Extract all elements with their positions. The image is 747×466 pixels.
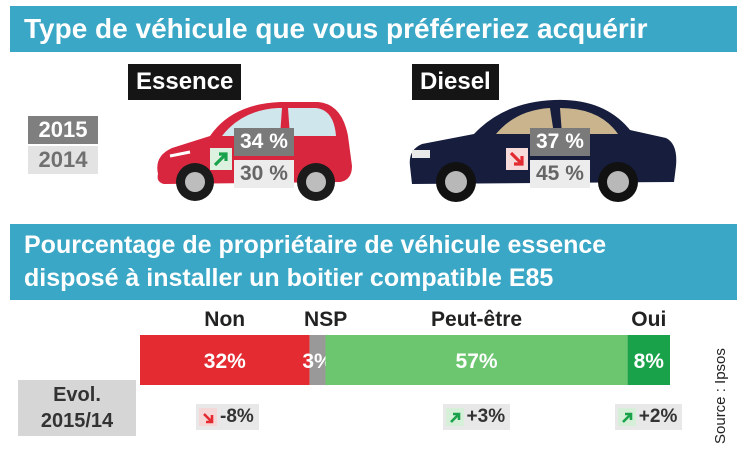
evolution-value: +3%: [466, 406, 506, 427]
trend-up-arrow-icon: [617, 408, 636, 426]
evolution-label: Evol. 2015/14: [18, 380, 136, 436]
bar-segment-oui: [627, 335, 670, 385]
essence-2015-value: 34 %: [234, 128, 294, 156]
legend-year-2015: 2015: [28, 116, 98, 144]
bar-segment-peut-tre: [325, 335, 628, 385]
e85-title-line-1: Pourcentage de propriétaire de véhicule …: [24, 231, 607, 259]
bar-value-label: 8%: [634, 350, 665, 373]
category-label: Peut-être: [431, 308, 523, 331]
e85-title-line-2: disposé à installer un boitier compatibl…: [24, 264, 554, 292]
essence-label: Essence: [128, 64, 242, 100]
evolution-chip: +3%: [442, 404, 511, 430]
trend-down-arrow-icon: [506, 148, 528, 170]
legend-year-2014: 2014: [28, 146, 98, 174]
source-credit: Source : Ipsos: [712, 348, 729, 444]
bar-value-label: 32%: [204, 350, 246, 373]
vehicle-type-title: Type de véhicule que vous préféreriez ac…: [10, 6, 737, 52]
diesel-2015-value: 37 %: [530, 128, 590, 156]
bar-segment-non: [140, 335, 310, 385]
evolution-label-line-1: Evol.: [53, 384, 101, 406]
evolution-label-line-2: 2015/14: [40, 410, 114, 432]
trend-up-arrow-icon: [445, 408, 464, 426]
e85-stacked-bar: 32% 3% 57% 8%: [140, 335, 670, 385]
bar-value-label: 57%: [456, 350, 498, 373]
diesel-2014-value: 45 %: [530, 160, 590, 188]
essence-2014-value: 30 %: [234, 160, 294, 188]
category-label: Oui: [631, 308, 667, 331]
trend-down-arrow-icon: [199, 408, 217, 426]
evolution-chip: +2%: [614, 404, 683, 430]
category-label: NSP: [304, 308, 348, 331]
evolution-value: -8%: [220, 406, 254, 427]
evolution-chip: -8%: [196, 404, 259, 430]
bar-segment-nsp: [309, 335, 326, 385]
category-label: Non: [204, 308, 246, 331]
evolution-value: +2%: [638, 406, 678, 427]
e85-survey-title: Pourcentage de propriétaire de véhicule …: [10, 224, 737, 300]
trend-up-arrow-icon: [210, 148, 232, 170]
bar-value-label: 3%: [302, 350, 333, 373]
diesel-label: Diesel: [412, 64, 499, 100]
